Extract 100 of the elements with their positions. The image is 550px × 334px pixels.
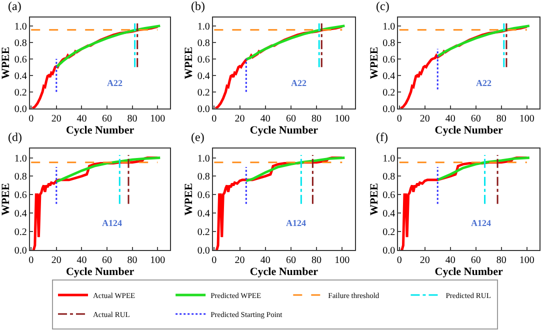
- chart-title: (f): [376, 130, 388, 144]
- x-tick-label: 100: [519, 255, 534, 266]
- y-tick-label: 0.6: [197, 190, 210, 202]
- y-tick-label: 0.4: [197, 70, 210, 82]
- y-tick-label: 0.8: [14, 172, 27, 183]
- y-tick-label: 0.2: [14, 87, 27, 98]
- y-tick-label: 1.0: [14, 153, 27, 164]
- x-tick-label: 100: [334, 255, 350, 266]
- y-tick-label: 0.0: [382, 246, 396, 256]
- y-tick-label: 0.8: [382, 38, 396, 49]
- y-tick-label: 0.6: [382, 54, 396, 66]
- x-tick-label: 60: [286, 113, 296, 124]
- y-tick-label: 0.6: [197, 54, 210, 66]
- annotation: A124: [286, 218, 306, 228]
- x-axis-title: Cycle Number: [434, 124, 504, 136]
- x-tick-label: 80: [496, 113, 506, 124]
- y-tick-label: 0.8: [197, 172, 210, 183]
- y-tick-label: 1.0: [382, 153, 396, 164]
- y-tick-label: 0.6: [382, 190, 396, 202]
- y-axis-title: WPEE: [368, 46, 380, 80]
- y-tick-label: 0.4: [382, 208, 396, 220]
- x-tick-label: 20: [420, 113, 430, 124]
- x-tick-label: 40: [76, 255, 87, 266]
- annotation: A22: [476, 78, 492, 88]
- x-tick-label: 40: [260, 113, 270, 124]
- x-tick-label: 80: [127, 113, 138, 124]
- line-series: [436, 24, 531, 58]
- y-tick-label: 0.0: [382, 104, 396, 115]
- x-axis-title: Cycle Number: [66, 124, 134, 136]
- x-tick-label: 80: [312, 255, 322, 266]
- x-tick-label: 60: [102, 255, 112, 266]
- line-series: [244, 24, 346, 61]
- y-tick-label: 1.0: [382, 21, 396, 32]
- y-axis-title: WPEE: [183, 46, 196, 80]
- y-tick-label: 0.2: [197, 227, 210, 238]
- x-tick-label: 20: [234, 255, 245, 266]
- x-axis-title: Cycle Number: [250, 266, 318, 278]
- x-tick-label: 80: [127, 255, 138, 266]
- x-tick-label: 20: [51, 255, 62, 266]
- x-tick-label: 60: [470, 113, 481, 124]
- x-tick-label: 0: [212, 113, 217, 124]
- x-tick-label: 40: [445, 255, 456, 266]
- x-tick-label: 100: [519, 113, 534, 124]
- y-tick-label: 0.0: [14, 246, 27, 256]
- annotation: A124: [102, 218, 122, 228]
- y-tick-label: 0.8: [14, 38, 27, 49]
- y-tick-label: 1.0: [197, 21, 210, 32]
- y-tick-label: 0.0: [197, 104, 210, 115]
- y-tick-label: 0.4: [197, 208, 210, 220]
- y-tick-label: 0.6: [14, 190, 27, 202]
- y-tick-label: 1.0: [14, 21, 27, 32]
- x-tick-label: 60: [102, 113, 112, 124]
- y-tick-label: 0.6: [14, 54, 27, 66]
- y-tick-label: 0.2: [197, 87, 210, 98]
- x-tick-label: 40: [445, 113, 456, 124]
- x-axis-title: Cycle Number: [66, 266, 134, 278]
- x-tick-label: 60: [470, 255, 481, 266]
- x-tick-label: 20: [51, 113, 62, 124]
- x-tick-label: 0: [396, 113, 402, 124]
- y-tick-label: 0.0: [14, 104, 27, 115]
- x-tick-label: 0: [212, 255, 217, 266]
- x-tick-label: 20: [420, 255, 430, 266]
- y-tick-label: 0.4: [14, 70, 27, 82]
- x-tick-label: 0: [28, 113, 34, 124]
- y-axis-title: WPEE: [0, 183, 12, 216]
- y-tick-label: 0.0: [197, 246, 210, 256]
- y-axis-title: WPEE: [183, 183, 196, 216]
- y-tick-label: 1.0: [197, 153, 210, 164]
- y-tick-label: 0.2: [14, 227, 27, 238]
- chart-title: (d): [8, 130, 22, 144]
- x-tick-label: 100: [150, 113, 166, 124]
- x-tick-label: 80: [312, 113, 322, 124]
- y-tick-label: 0.8: [382, 172, 396, 183]
- annotation: A22: [291, 78, 307, 88]
- x-tick-label: 20: [234, 113, 245, 124]
- line-series: [244, 156, 346, 182]
- y-tick-label: 0.2: [382, 87, 396, 98]
- line-series: [436, 156, 531, 182]
- chart-title: (b): [191, 0, 205, 13]
- x-tick-label: 40: [260, 255, 270, 266]
- chart-title: (e): [191, 130, 204, 144]
- x-tick-label: 0: [396, 255, 402, 266]
- y-tick-label: 0.4: [382, 70, 396, 82]
- y-axis-title: WPEE: [368, 183, 380, 216]
- x-axis-title: Cycle Number: [250, 124, 318, 136]
- x-tick-label: 80: [496, 255, 506, 266]
- x-tick-label: 40: [76, 113, 87, 124]
- x-tick-label: 60: [286, 255, 296, 266]
- y-axis-title: WPEE: [0, 46, 12, 80]
- annotation: A124: [471, 218, 492, 228]
- y-tick-label: 0.4: [14, 208, 27, 220]
- x-tick-label: 100: [334, 113, 350, 124]
- y-tick-label: 0.8: [197, 38, 210, 49]
- x-tick-label: 100: [150, 255, 166, 266]
- x-tick-label: 0: [28, 255, 34, 266]
- annotation: A22: [107, 78, 123, 88]
- line-series: [55, 24, 162, 68]
- line-series: [55, 156, 162, 183]
- x-axis-title: Cycle Number: [434, 266, 504, 278]
- y-tick-label: 0.2: [382, 227, 396, 238]
